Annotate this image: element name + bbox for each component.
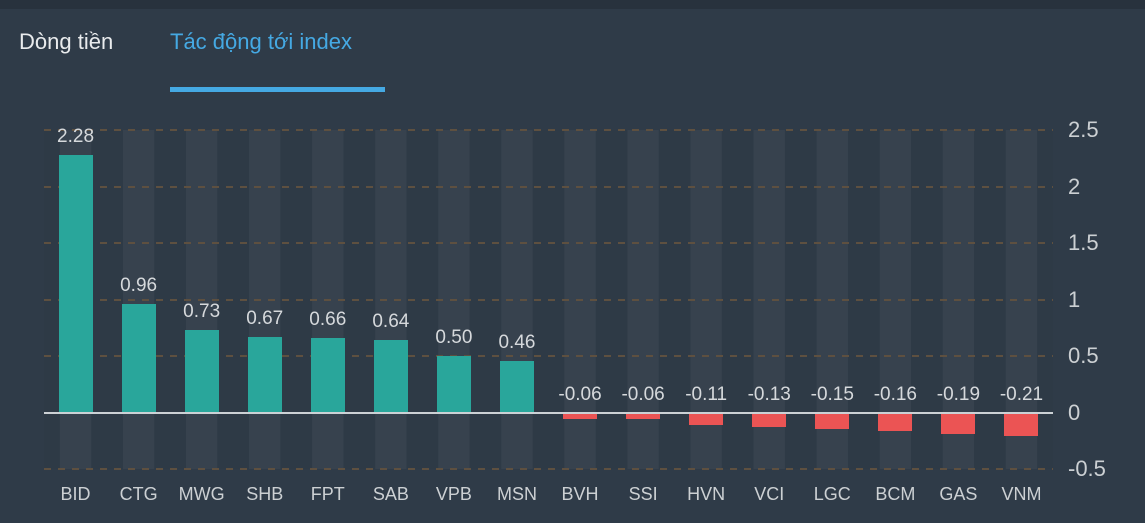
bar-MWG[interactable] xyxy=(184,330,219,413)
y-axis-label-1.5: 1.5 xyxy=(1068,230,1099,255)
tab-bar: Dòng tiền Tác động tới index xyxy=(0,24,1145,92)
value-label-BID: 2.28 xyxy=(57,125,95,147)
x-axis-label-BVH: BVH xyxy=(561,484,599,504)
y-axis-label-2.5: 2.5 xyxy=(1068,117,1099,142)
x-axis-label-VCI: VCI xyxy=(754,484,785,504)
bar-VCI[interactable] xyxy=(752,412,787,428)
top-divider-strip xyxy=(0,0,1145,9)
x-axis-label-HVN: HVN xyxy=(687,484,726,504)
x-axis-label-GAS: GAS xyxy=(939,484,978,504)
bar-LGC[interactable] xyxy=(815,412,850,430)
value-label-BVH: -0.06 xyxy=(558,383,602,405)
value-label-HVN: -0.11 xyxy=(685,383,728,405)
bar-CTG[interactable] xyxy=(121,304,156,413)
value-label-MSN: 0.46 xyxy=(498,331,536,353)
gridline-1.5 xyxy=(44,242,1053,244)
bar-BCM[interactable] xyxy=(878,412,913,431)
x-axis-label-SHB: SHB xyxy=(246,484,284,504)
value-label-GAS: -0.19 xyxy=(936,383,981,405)
x-axis-label-BCM: BCM xyxy=(875,484,916,504)
value-label-BCM: -0.16 xyxy=(873,383,917,405)
y-axis-label-0.5: 0.5 xyxy=(1068,343,1099,368)
bar-SAB[interactable] xyxy=(373,340,408,413)
tab-tac-dong-toi-index[interactable]: Tác động tới index xyxy=(170,29,352,54)
bar-HVN[interactable] xyxy=(689,412,724,425)
x-axis-label-CTG: CTG xyxy=(119,484,158,504)
bar-GAS[interactable] xyxy=(941,412,976,434)
tab-dong-tien[interactable]: Dòng tiền xyxy=(19,29,114,54)
bar-VNM[interactable] xyxy=(1004,412,1039,437)
value-label-SSI: -0.06 xyxy=(621,383,665,405)
bar-SHB[interactable] xyxy=(247,336,282,413)
bar-SSI[interactable] xyxy=(626,412,661,420)
gridline--0.5 xyxy=(44,468,1053,470)
x-axis-label-FPT: FPT xyxy=(310,484,345,504)
value-label-MWG: 0.73 xyxy=(183,301,221,322)
x-axis-label-MWG: MWG xyxy=(178,484,225,504)
value-label-VCI: -0.13 xyxy=(747,383,791,405)
active-tab-underline xyxy=(170,87,385,92)
value-label-SHB: 0.67 xyxy=(246,307,284,329)
x-axis-label-VNM: VNM xyxy=(1001,484,1042,504)
y-axis-label--0.5: -0.5 xyxy=(1068,456,1106,481)
y-axis-label-2: 2 xyxy=(1068,173,1081,199)
gridline-2 xyxy=(44,185,1053,188)
bar-FPT[interactable] xyxy=(310,337,345,413)
x-axis-label-LGC: LGC xyxy=(813,484,851,504)
bar-BID[interactable] xyxy=(58,154,93,413)
x-axis-label-BID: BID xyxy=(60,484,91,504)
y-axis-label-0: 0 xyxy=(1068,399,1081,425)
x-axis-label-MSN: MSN xyxy=(496,484,537,504)
gridline-0.5 xyxy=(44,355,1053,357)
bar-MSN[interactable] xyxy=(499,360,534,413)
gridline-1 xyxy=(44,298,1053,301)
value-label-VNM: -0.21 xyxy=(999,383,1044,405)
value-label-CTG: 0.96 xyxy=(120,275,158,297)
y-axis-label-1: 1 xyxy=(1068,286,1081,312)
x-axis-label-SSI: SSI xyxy=(628,484,658,504)
value-label-VPB: 0.50 xyxy=(435,327,473,348)
gridline-2.5 xyxy=(44,129,1053,131)
x-axis-label-VPB: VPB xyxy=(435,484,472,504)
bar-VPB[interactable] xyxy=(436,356,471,413)
value-label-SAB: 0.64 xyxy=(372,311,410,333)
bar-BVH[interactable] xyxy=(563,412,598,420)
value-label-LGC: -0.15 xyxy=(810,383,854,405)
value-label-FPT: 0.66 xyxy=(309,308,347,330)
x-axis-label-SAB: SAB xyxy=(372,484,409,504)
zero-axis-line xyxy=(44,411,1053,414)
